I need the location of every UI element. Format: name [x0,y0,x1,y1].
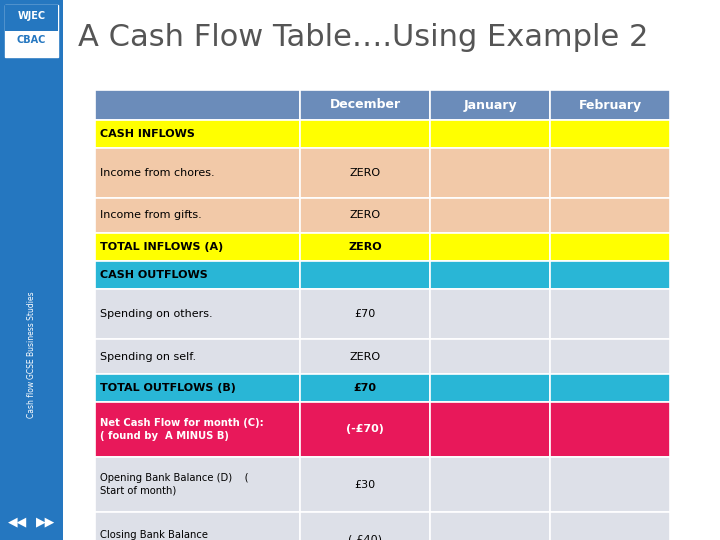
Bar [550,90,670,120]
Bar [300,339,430,374]
Bar [95,339,300,374]
Bar [300,233,430,261]
Text: Income from gifts.: Income from gifts. [100,211,202,220]
Bar [430,148,550,198]
Bar [300,289,430,339]
Bar [5,5,58,31]
Text: A Cash Flow Table….Using Example 2: A Cash Flow Table….Using Example 2 [78,24,649,52]
Bar [550,402,670,457]
Text: Opening Bank Balance (D)    (
Start of month): Opening Bank Balance (D) ( Start of mont… [100,473,248,496]
Bar [430,339,550,374]
Bar [95,512,300,540]
Bar [95,198,300,233]
Text: December: December [330,98,400,111]
Bar [5,5,58,57]
Bar [95,233,300,261]
Text: CASH OUTFLOWS: CASH OUTFLOWS [100,270,208,280]
Bar [0,0,63,540]
Bar [430,198,550,233]
Text: ◀◀: ◀◀ [8,516,27,529]
Text: Income from chores.: Income from chores. [100,168,215,178]
Text: ZERO: ZERO [348,242,382,252]
Bar [550,198,670,233]
Text: WJEC: WJEC [17,11,45,22]
Bar [95,457,300,512]
Bar [430,512,550,540]
Bar [95,374,300,402]
Bar [430,233,550,261]
Text: January: January [463,98,517,111]
Text: CBAC: CBAC [17,35,46,45]
Text: Net Cash Flow for month (C):
( found by  A MINUS B): Net Cash Flow for month (C): ( found by … [100,418,264,441]
Bar [300,457,430,512]
Bar [550,233,670,261]
Text: Cash flow: Cash flow [27,381,36,418]
Bar [95,90,300,120]
Text: £30: £30 [354,480,376,489]
Bar [430,261,550,289]
Bar [95,261,300,289]
Text: February: February [578,98,642,111]
Bar [95,289,300,339]
Bar [550,289,670,339]
Bar [430,289,550,339]
Text: ZERO: ZERO [349,168,381,178]
Bar [300,402,430,457]
Bar [430,90,550,120]
Bar [95,120,300,148]
Text: Closing Bank Balance
( End of month).
Found by (C) plus (D): Closing Bank Balance ( End of month). Fo… [100,530,208,540]
Bar [550,512,670,540]
Bar [95,148,300,198]
Bar [550,261,670,289]
Bar [300,198,430,233]
Bar [300,374,430,402]
Bar [550,148,670,198]
Text: (-£40): (-£40) [348,534,382,540]
Bar [430,120,550,148]
Bar [300,512,430,540]
Text: CASH INFLOWS: CASH INFLOWS [100,129,195,139]
Text: ZERO: ZERO [349,352,381,361]
Text: Spending on others.: Spending on others. [100,309,212,319]
Text: ZERO: ZERO [349,211,381,220]
Bar [430,402,550,457]
Text: TOTAL INFLOWS (A): TOTAL INFLOWS (A) [100,242,223,252]
Bar [300,120,430,148]
Text: Spending on self.: Spending on self. [100,352,196,361]
Bar [550,339,670,374]
Bar [300,148,430,198]
Bar [550,120,670,148]
Bar [430,374,550,402]
Bar [95,402,300,457]
Text: ▶▶: ▶▶ [36,516,55,529]
Text: TOTAL OUTFLOWS (B): TOTAL OUTFLOWS (B) [100,383,236,393]
Text: (-£70): (-£70) [346,424,384,435]
Text: £70: £70 [354,309,376,319]
Bar [550,457,670,512]
Bar [550,374,670,402]
Text: £70: £70 [354,383,377,393]
Text: GCSE Business Studies: GCSE Business Studies [27,291,36,379]
Bar [300,90,430,120]
Bar [300,261,430,289]
Bar [430,457,550,512]
